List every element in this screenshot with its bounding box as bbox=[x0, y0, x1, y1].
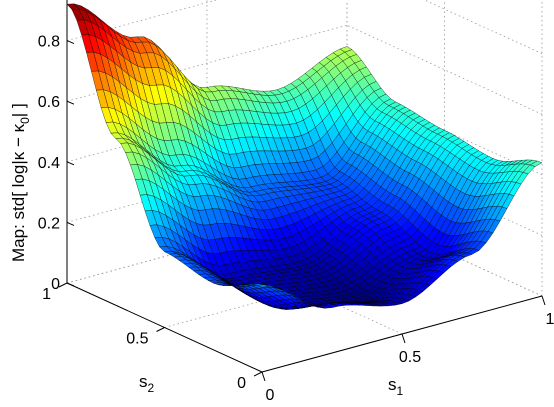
x-tick-label: 0 bbox=[266, 387, 275, 404]
z-tick bbox=[66, 100, 75, 105]
x-tick-label: 1 bbox=[546, 311, 554, 328]
y-axis-label: s2 bbox=[139, 372, 155, 395]
x-tick bbox=[401, 333, 406, 344]
x-tick-label: 0.5 bbox=[399, 349, 421, 366]
x-tick bbox=[541, 295, 546, 306]
z-tick bbox=[66, 161, 75, 166]
y-tick bbox=[58, 282, 68, 288]
z-tick bbox=[66, 282, 75, 287]
grid-line bbox=[66, 0, 219, 41]
z-tick-label: 0.4 bbox=[38, 155, 60, 172]
y-tick bbox=[156, 327, 165, 332]
z-tick-label: 0.2 bbox=[38, 215, 60, 232]
z-tick-label: 0 bbox=[51, 276, 60, 293]
axes-frame bbox=[58, 0, 546, 382]
y-tick bbox=[253, 371, 263, 377]
z-tick-label: 0.6 bbox=[38, 94, 60, 111]
x-tick bbox=[261, 371, 266, 382]
x-axis-label: s1 bbox=[388, 375, 404, 398]
y-tick-label: 1 bbox=[42, 286, 51, 303]
z-tick bbox=[66, 221, 75, 226]
y-tick-label: 0.5 bbox=[126, 331, 148, 348]
z-axis-label: Map: std[ log|κ − κ0| ] bbox=[9, 103, 32, 262]
z-tick-label: 0.8 bbox=[38, 34, 60, 51]
y-tick-label: 0 bbox=[237, 375, 246, 392]
grid-line bbox=[66, 24, 348, 102]
surface-cell bbox=[256, 284, 270, 288]
z-tick bbox=[66, 40, 75, 45]
surface-mesh bbox=[66, 3, 543, 310]
